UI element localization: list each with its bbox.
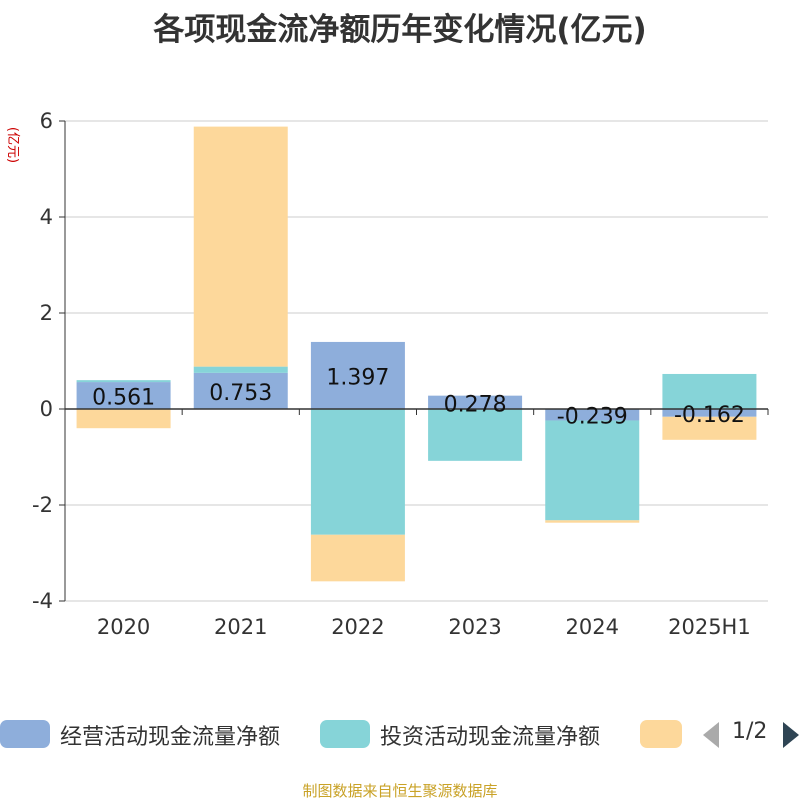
legend-label-operating: 经营活动现金流量净额 [60, 725, 281, 750]
y-tick-label: 2 [40, 301, 53, 325]
x-tick-label: 2021 [214, 615, 267, 639]
legend-swatch-operating [0, 720, 50, 748]
y-tick-label: 0 [40, 397, 53, 421]
bar-series2-2022 [310, 534, 405, 582]
y-tick-label: -2 [32, 493, 53, 517]
data-label: 0.753 [209, 381, 272, 406]
bar-series1-2025H1 [662, 373, 757, 409]
bar-series0-2024 [545, 409, 640, 421]
legend: 经营活动现金流量净额 投资活动现金流量净额 1/2 [0, 716, 800, 752]
x-tick-label: 2023 [448, 615, 501, 639]
y-tick-label: 4 [40, 205, 53, 229]
bar-series1-2023 [428, 409, 523, 461]
x-tick-label: 2022 [331, 615, 384, 639]
chart-title: 各项现金流净额历年变化情况(亿元) [153, 12, 647, 48]
legend-page-indicator: 1/2 [732, 719, 768, 744]
bar-series1-2020 [76, 380, 171, 383]
legend-next-page-icon[interactable] [783, 722, 799, 748]
data-label: 0.561 [92, 386, 155, 411]
bar-series2-2021 [193, 126, 288, 367]
bar-series2-2024 [545, 520, 640, 523]
legend-swatch-investing [320, 720, 370, 748]
bar-series0-2023 [428, 395, 523, 409]
chart-plot: (亿元) -4 -2 0 2 4 6 2020 2021 2022 2023 2024 2025H1 0.… [5, 109, 769, 639]
data-label: -0.162 [674, 403, 745, 428]
bar-series2-2020 [76, 409, 171, 429]
bar-series1-2022 [310, 409, 405, 535]
bar-series1-2021 [193, 366, 288, 373]
legend-label-investing: 投资活动现金流量净额 [380, 725, 601, 750]
data-label: 1.397 [326, 365, 389, 390]
bar-series0-2025H1 [662, 409, 757, 417]
legend-swatch-third [640, 720, 682, 748]
source-note: 制图数据来自恒生聚源数据库 [302, 782, 498, 800]
y-axis-title: (亿元) [5, 127, 20, 163]
x-tick-label: 2024 [566, 615, 619, 639]
bar-series0-2021 [193, 372, 288, 409]
data-label: -0.239 [557, 405, 628, 430]
y-tick-label: -4 [32, 589, 53, 613]
bar-series0-2020 [76, 382, 171, 409]
legend-prev-page-icon[interactable] [703, 722, 719, 748]
x-tick-label: 2020 [97, 615, 150, 639]
y-tick-label: 6 [40, 109, 53, 133]
bar-series2-2025H1 [662, 416, 757, 440]
bar-series0-2022 [310, 341, 405, 409]
bar-series1-2024 [545, 420, 640, 521]
x-tick-label: 2025H1 [668, 615, 751, 639]
data-label: 0.278 [444, 392, 507, 417]
